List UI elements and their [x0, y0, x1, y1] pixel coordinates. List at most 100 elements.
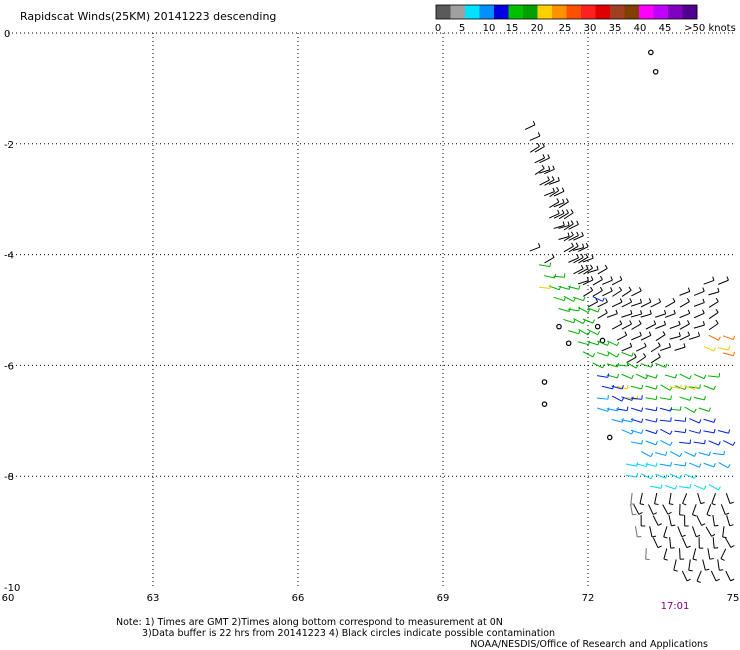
wind-barb-blue	[674, 417, 687, 422]
wind-barb-black	[573, 231, 584, 241]
wind-barb-black	[597, 298, 608, 308]
wind-barb-blue	[689, 418, 702, 424]
wind-barb-black	[621, 298, 633, 308]
wind-barb-black	[725, 537, 735, 548]
wind-barb-green	[621, 351, 634, 357]
land-mark	[606, 434, 613, 441]
wind-barb-black	[602, 287, 613, 297]
wind-barb-black	[539, 154, 550, 164]
grid-lines	[8, 32, 733, 587]
wind-barb-black	[712, 515, 719, 527]
wind-barb-black	[553, 209, 565, 219]
wind-barb-green	[645, 374, 658, 379]
wind-barb-black	[707, 548, 714, 560]
land-mark	[594, 323, 601, 330]
wind-barb-blue	[630, 407, 644, 412]
colorbar-swatch	[653, 5, 669, 19]
wind-barb-black	[616, 331, 628, 341]
wind-barb-black	[558, 232, 570, 240]
wind-barb-black	[662, 504, 672, 515]
wind-barb-green	[659, 395, 672, 401]
x-tick-label: 75	[727, 593, 740, 604]
wind-barb-lightblue	[596, 395, 609, 400]
wind-barb-black	[563, 242, 574, 253]
wind-barb-blue	[674, 428, 687, 434]
wind-barb-black	[558, 209, 569, 220]
wind-barb-black	[612, 286, 623, 297]
colorbar-swatch	[537, 5, 553, 19]
wind-barb-green	[568, 329, 581, 335]
wind-barb-green	[626, 362, 639, 369]
wind-barb-black	[691, 526, 701, 538]
wind-barb-black	[578, 264, 589, 275]
wind-barb-black	[706, 504, 712, 517]
wind-barb-cyan	[650, 484, 663, 489]
wind-barb-black	[688, 559, 693, 572]
wind-barb-black	[693, 298, 705, 307]
wind-barb-black	[693, 321, 705, 329]
wind-barb-black	[696, 515, 706, 526]
wind-barb-green	[563, 295, 576, 302]
wind-barb-black	[631, 320, 642, 330]
wind-barb-green	[698, 407, 711, 412]
wind-barb-black	[529, 142, 540, 153]
wind-barb-cyan	[693, 484, 707, 490]
wind-barb-green	[606, 340, 620, 346]
wind-barb-black	[582, 276, 594, 286]
wind-barb-cyan	[708, 484, 721, 491]
wind-barb-green	[621, 373, 634, 380]
wind-barb-black	[659, 343, 672, 352]
wind-barb-orange	[708, 334, 721, 341]
wind-barb-black	[674, 343, 686, 351]
wind-barb-black	[568, 242, 579, 253]
colorbar: 0 5 10 15 20 25 30 35 40 45 >50 knots	[435, 4, 736, 34]
wind-barb-black	[630, 298, 643, 307]
wind-barb-black	[577, 276, 589, 285]
colorbar-swatch	[552, 5, 567, 19]
colorbar-swatch	[465, 5, 480, 19]
wind-barb-green	[568, 285, 581, 290]
colorbar-label: 30	[584, 23, 597, 34]
wind-barb-black	[681, 570, 691, 582]
colorbar-swatch	[581, 5, 596, 19]
wind-barb-black	[549, 198, 560, 208]
wind-barb-black	[650, 342, 661, 353]
wind-barb-black	[539, 176, 550, 186]
wind-barb-green	[582, 351, 596, 358]
wind-barb-black	[548, 209, 560, 219]
land-mark	[541, 401, 548, 407]
wind-barb-lightblue	[655, 451, 668, 456]
wind-barb-cyan	[679, 484, 692, 489]
wind-barb-black	[696, 570, 702, 584]
land-mark	[556, 323, 562, 330]
x-tick-label: 63	[147, 593, 160, 604]
colorbar-label: >50 knots	[684, 23, 736, 34]
wind-barb-black	[649, 526, 657, 538]
wind-barb-green	[563, 318, 576, 324]
wind-barb-black	[587, 265, 599, 274]
wind-barb-lightblue	[712, 450, 725, 456]
wind-barb-black	[640, 515, 646, 527]
wind-barb-black	[652, 515, 662, 526]
wind-barb-black	[717, 559, 724, 571]
colorbar-swatch	[624, 5, 640, 19]
wind-barb-green	[573, 318, 586, 325]
land-mark	[648, 49, 654, 56]
wind-barb-yellow	[717, 345, 731, 351]
wind-barb-green	[558, 285, 571, 290]
wind-barb-black	[611, 298, 623, 308]
wind-barb-green	[597, 352, 610, 357]
colorbar-swatch	[494, 5, 509, 19]
wind-barb-green	[703, 385, 716, 391]
wind-barb-black	[611, 276, 623, 286]
wind-barb-orange	[722, 335, 736, 341]
wind-barb-black	[692, 548, 697, 561]
colorbar-label: 40	[634, 23, 647, 34]
wind-barb-black	[710, 570, 720, 582]
wind-barb-lightblue	[689, 462, 702, 468]
wind-barb-black	[664, 309, 676, 318]
wind-barb-lightblue	[703, 462, 716, 468]
wind-barb-green	[679, 396, 692, 401]
wind-barb-black	[578, 242, 589, 252]
wind-barb-blue	[611, 385, 624, 390]
